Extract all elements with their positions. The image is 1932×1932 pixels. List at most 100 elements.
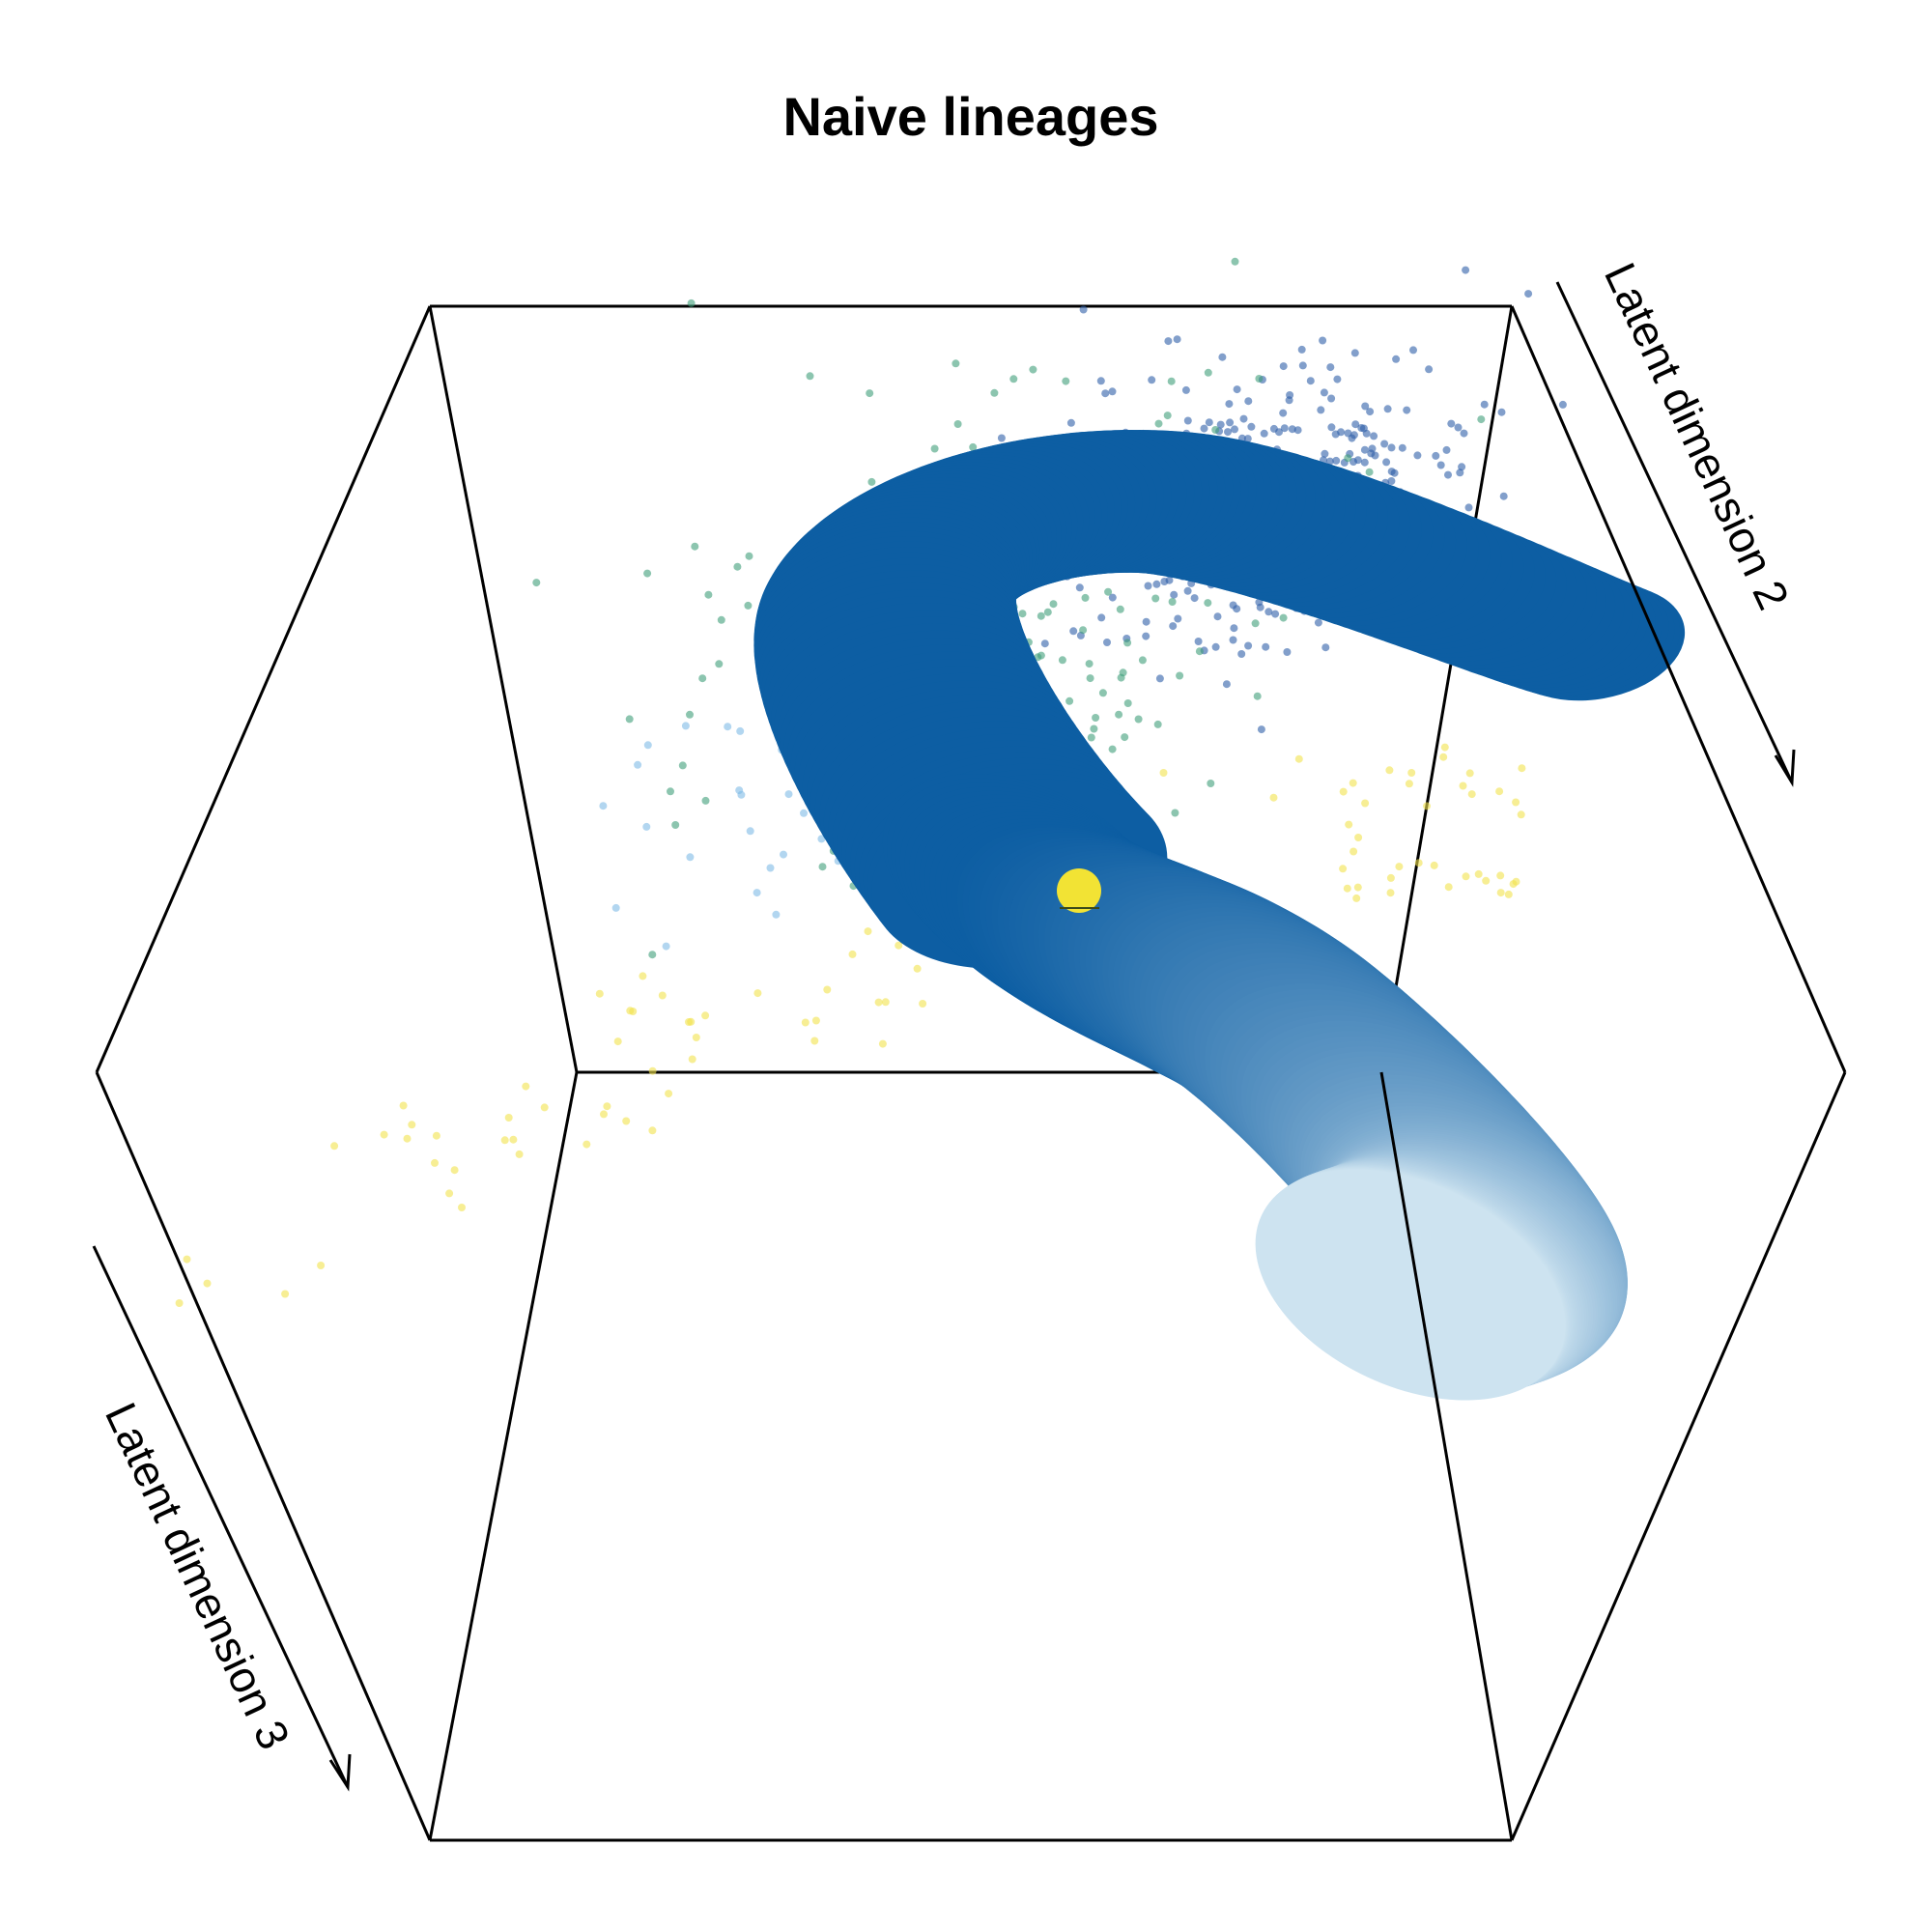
scatter-point	[818, 863, 827, 871]
scatter-point	[1097, 613, 1106, 622]
scatter-point	[1285, 396, 1293, 405]
scatter-point	[1467, 790, 1476, 799]
scatter-point	[1331, 430, 1340, 439]
scatter-point	[1395, 863, 1404, 871]
scatter-point	[1558, 400, 1567, 409]
scatter-point	[1081, 593, 1090, 602]
scatter-point	[1456, 469, 1464, 477]
scatter-point	[500, 1136, 509, 1145]
scatter-point	[867, 477, 876, 486]
scatter-point	[1306, 377, 1315, 385]
scatter-point	[746, 827, 754, 836]
scatter-point	[1253, 692, 1262, 700]
scatter-point	[688, 1055, 696, 1064]
scatter-point	[317, 1262, 326, 1269]
scatter-point	[687, 298, 696, 307]
scatter-point	[175, 1299, 184, 1307]
scatter-point	[1439, 753, 1448, 761]
scatter-point	[1367, 449, 1376, 458]
scatter-point	[504, 1114, 513, 1122]
scatter-point	[1049, 600, 1058, 609]
scatter-point	[784, 790, 793, 799]
scatter-point	[1115, 710, 1123, 719]
scatter-point	[1517, 810, 1525, 819]
scatter-point	[1123, 699, 1132, 707]
scatter-point	[1108, 387, 1117, 396]
scatter-point	[1108, 745, 1117, 753]
scatter-point	[1293, 426, 1302, 435]
scatter-point	[1353, 883, 1362, 892]
scatter-point	[753, 889, 761, 897]
scatter-point	[281, 1290, 290, 1298]
scatter-point	[1354, 834, 1363, 841]
scatter-point	[1065, 696, 1074, 705]
scatter-point	[522, 1082, 530, 1091]
scatter-point	[1181, 385, 1190, 394]
scatter-point	[1231, 425, 1238, 434]
scatter-point	[1176, 671, 1184, 680]
scatter-point	[625, 715, 634, 724]
scatter-point	[1392, 355, 1401, 363]
scatter-point	[930, 444, 939, 453]
scatter-point	[678, 761, 687, 770]
scatter-point	[1432, 451, 1440, 460]
scatter-point	[1386, 873, 1395, 882]
axis-label-dim2: Latent dimension 2	[1595, 255, 1799, 616]
scatter-point	[733, 562, 742, 571]
chart-title: Naive lineages	[782, 86, 1158, 147]
scatter-point	[1148, 376, 1156, 384]
scatter-point	[1352, 894, 1361, 902]
scatter-point	[1269, 793, 1278, 802]
scatter-point	[1211, 426, 1220, 434]
scatter-point	[1233, 385, 1241, 394]
scatter-point	[639, 972, 647, 980]
scatter-point	[881, 998, 890, 1007]
scatter-point	[806, 372, 814, 381]
scatter-point	[735, 786, 744, 795]
scatter-point	[1142, 632, 1151, 640]
scatter-point	[952, 359, 960, 368]
scatter-point	[1269, 424, 1278, 433]
tube-segment	[1255, 1169, 1566, 1401]
scatter-point	[715, 660, 724, 668]
scatter-point	[1251, 619, 1260, 628]
scatter-point	[399, 1101, 408, 1110]
scatter-point	[878, 1039, 887, 1048]
scatter-point	[1351, 420, 1360, 429]
scatter-point	[458, 1204, 466, 1211]
scatter-point	[1327, 394, 1336, 403]
scatter-point	[1018, 610, 1027, 618]
scatter-point	[817, 835, 826, 843]
scatter-point	[1138, 656, 1147, 665]
scatter-point	[1365, 468, 1374, 476]
axis-arrow-dim3	[92, 1245, 352, 1792]
scatter-point	[629, 1008, 638, 1015]
scatter-point	[1407, 769, 1416, 777]
scatter-point	[1058, 656, 1066, 665]
scatter-point	[1387, 443, 1396, 452]
scatter-point	[595, 989, 604, 998]
scatter-point	[1142, 617, 1151, 626]
scatter-point	[1230, 624, 1238, 633]
scatter-point	[403, 1134, 412, 1143]
scatter-point	[1163, 412, 1172, 420]
scatter-point	[1160, 578, 1169, 585]
scatter-point	[450, 1166, 459, 1175]
scatter-point	[811, 1016, 820, 1025]
scatter-point	[1405, 780, 1413, 788]
scatter-point	[1320, 388, 1328, 397]
scatter-point	[1085, 660, 1094, 668]
scatter-point	[1383, 405, 1392, 413]
scatter-point	[1087, 733, 1095, 742]
scatter-point	[1153, 720, 1162, 728]
scatter-point	[800, 809, 808, 817]
scatter-point	[1244, 397, 1253, 406]
scatter-point	[1339, 865, 1348, 873]
scatter-point	[1079, 626, 1088, 635]
scatter-point	[540, 1103, 549, 1112]
scatter-point	[671, 821, 680, 829]
scatter-point	[1271, 610, 1280, 618]
scatter-point	[1430, 861, 1438, 869]
scatter-point	[913, 964, 922, 973]
